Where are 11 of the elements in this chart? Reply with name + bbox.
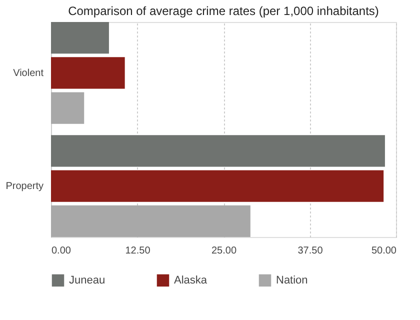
chart-title: Comparison of average crime rates (per 1,000 inhabitants) [68, 4, 379, 18]
legend-label: Alaska [174, 274, 208, 286]
legend-label: Nation [276, 274, 308, 286]
x-tick-label: 50.00 [371, 246, 397, 256]
y-tick-label: Violent [13, 68, 44, 79]
x-tick-label: 12.50 [125, 246, 151, 256]
x-tick-label: 0.00 [52, 246, 72, 256]
x-tick-label: 25.00 [211, 246, 237, 256]
y-tick-label: Property [6, 181, 44, 192]
x-tick-label: 37.50 [298, 246, 324, 256]
legend-label: Juneau [69, 274, 106, 286]
